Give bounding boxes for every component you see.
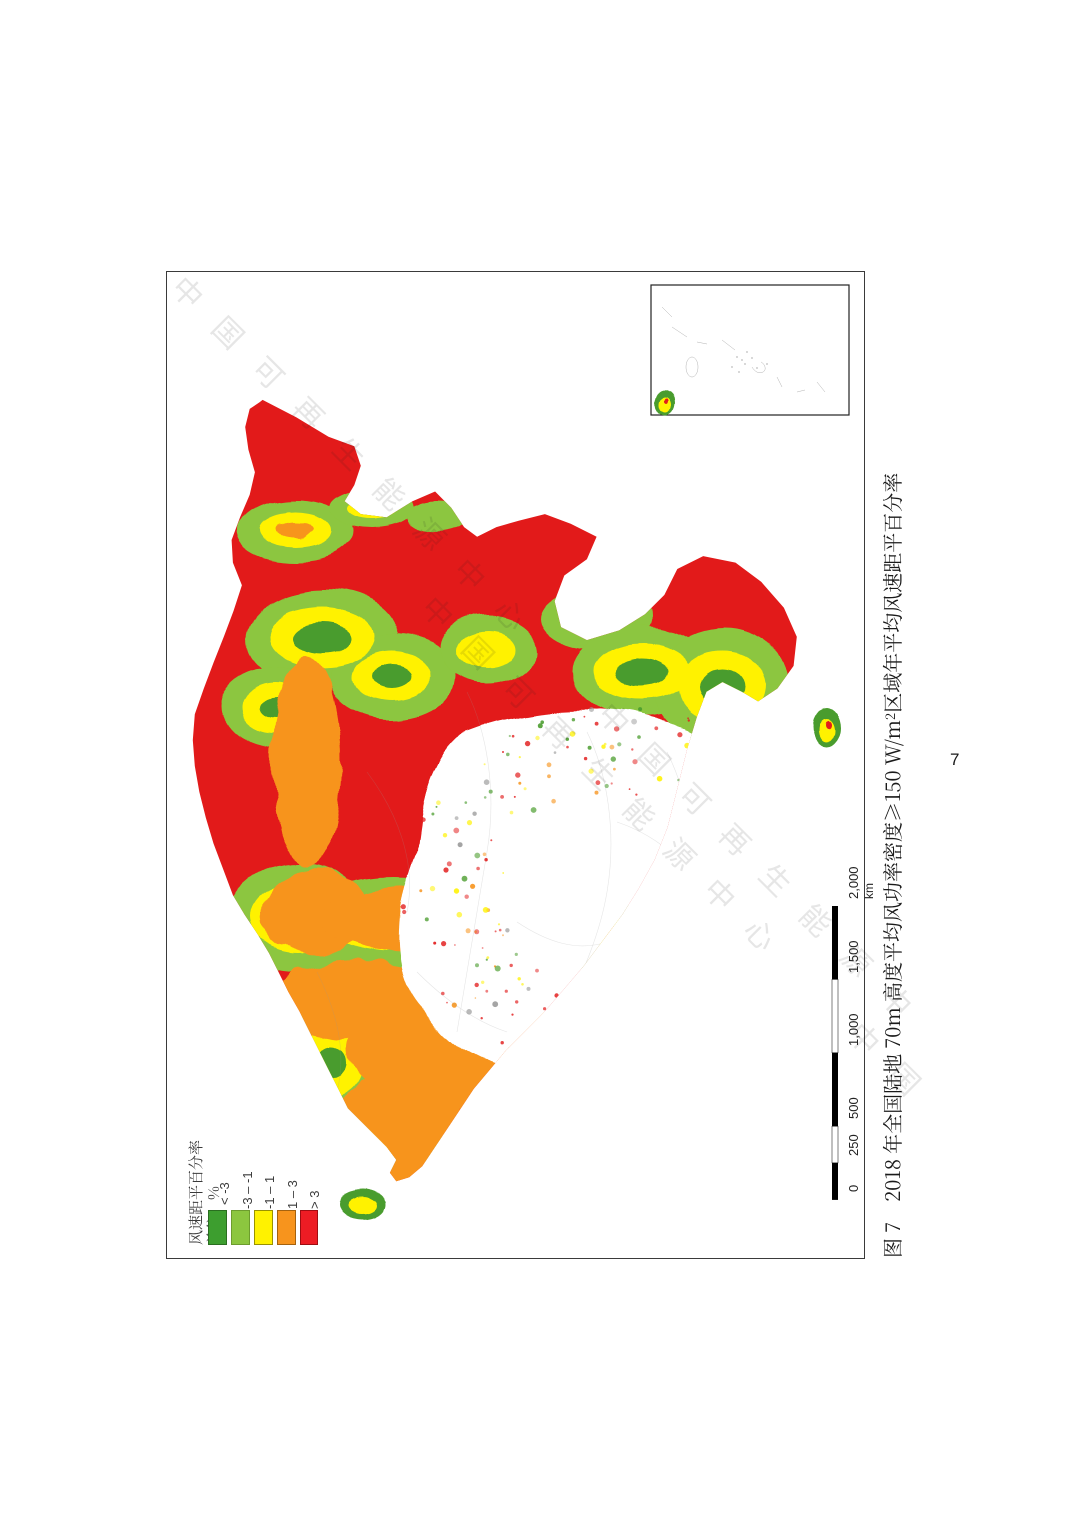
svg-text:图 7 2018 年全国陆地 70m 高度平均风功率密度≥1: 图 7 2018 年全国陆地 70m 高度平均风功率密度≥150 W/m2区域年… [877, 473, 906, 1258]
